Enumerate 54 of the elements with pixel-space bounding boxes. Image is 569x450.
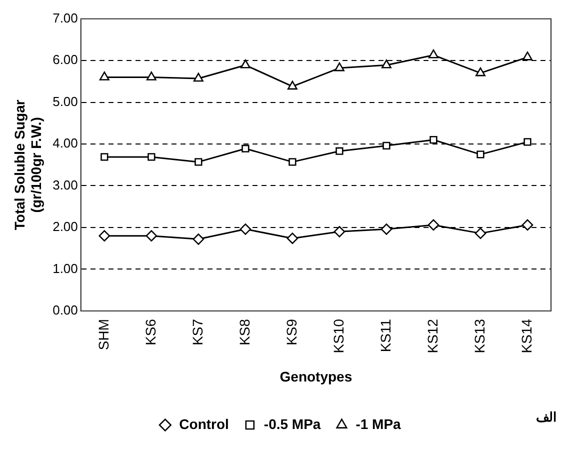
point <box>476 150 484 158</box>
x-tick-label: KS8 <box>236 318 252 346</box>
point <box>334 62 344 72</box>
point <box>240 224 252 235</box>
point <box>522 52 532 60</box>
point <box>99 72 110 80</box>
x-axis-title: Genotypes <box>280 368 352 384</box>
point <box>146 230 158 242</box>
point <box>193 72 204 82</box>
y-axis-title: Total Soluble Sugar (gr/100gr F.W.) <box>11 99 44 230</box>
y-tick-label: 4.00 <box>52 136 78 151</box>
y-tick-label: 2.00 <box>52 219 78 234</box>
y-tick-label: 7.00 <box>52 10 78 26</box>
legend-label: -0.5 MPa <box>264 416 321 432</box>
y-tick-label: 3.00 <box>52 177 78 192</box>
point <box>476 67 486 76</box>
x-tick-label: KS14 <box>518 318 534 354</box>
point <box>382 142 390 150</box>
text: الف <box>536 410 557 425</box>
y-tick-label: 0.00 <box>52 302 78 318</box>
point <box>474 228 486 239</box>
x-tick-label: KS12 <box>424 318 440 354</box>
y-tick-label: 6.00 <box>52 52 78 68</box>
point <box>380 224 392 235</box>
point <box>287 80 298 90</box>
x-tick-label: KS13 <box>471 318 488 354</box>
x-tick-label: KS10 <box>330 318 346 354</box>
point <box>522 219 534 231</box>
point <box>288 158 296 166</box>
point <box>148 153 156 161</box>
y-tick-label: 5.00 <box>52 94 78 109</box>
point <box>100 153 108 161</box>
x-tick-label: KS11 <box>377 318 394 352</box>
point <box>428 49 438 58</box>
point <box>98 230 110 242</box>
point <box>430 136 438 144</box>
point <box>336 147 344 155</box>
point <box>286 232 298 244</box>
legend-label: -1 MPa <box>356 416 402 432</box>
point <box>240 59 250 68</box>
point <box>334 226 346 238</box>
x-tick-label: KS9 <box>283 318 300 346</box>
x-tick-label: SHM <box>95 318 112 350</box>
point <box>524 138 532 146</box>
point <box>192 234 204 245</box>
point <box>381 59 392 68</box>
y-tick-label: 1.00 <box>52 260 78 276</box>
point <box>194 158 202 166</box>
x-tick-label: KS6 <box>142 318 158 346</box>
x-tick-label: KS7 <box>189 318 206 346</box>
legend-label: Control <box>179 416 229 432</box>
point <box>146 72 156 80</box>
point <box>242 144 250 152</box>
point <box>428 219 440 231</box>
